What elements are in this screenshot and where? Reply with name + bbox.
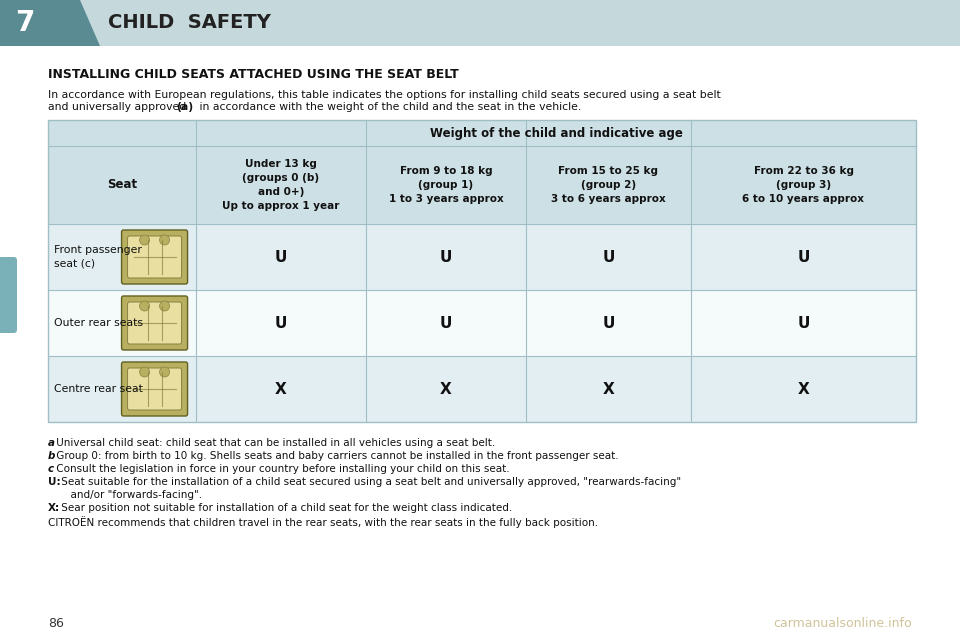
- Circle shape: [159, 301, 170, 311]
- FancyBboxPatch shape: [122, 362, 187, 416]
- FancyBboxPatch shape: [48, 120, 916, 422]
- Text: U: U: [602, 316, 614, 330]
- FancyBboxPatch shape: [48, 120, 196, 146]
- FancyBboxPatch shape: [0, 257, 17, 333]
- Text: Outer rear seats: Outer rear seats: [54, 318, 143, 328]
- Circle shape: [139, 367, 150, 377]
- FancyBboxPatch shape: [128, 236, 181, 278]
- FancyBboxPatch shape: [48, 356, 916, 422]
- Text: X: X: [276, 381, 287, 397]
- FancyBboxPatch shape: [48, 224, 916, 290]
- Text: Weight of the child and indicative age: Weight of the child and indicative age: [429, 127, 683, 140]
- FancyBboxPatch shape: [122, 230, 187, 284]
- FancyBboxPatch shape: [48, 146, 916, 224]
- Circle shape: [159, 235, 170, 245]
- Text: X:: X:: [48, 503, 60, 513]
- Circle shape: [139, 235, 150, 245]
- Text: From 9 to 18 kg
(group 1)
1 to 3 years approx: From 9 to 18 kg (group 1) 1 to 3 years a…: [389, 166, 503, 204]
- Text: c: c: [48, 464, 54, 474]
- Polygon shape: [50, 0, 100, 46]
- Text: (a): (a): [176, 102, 193, 112]
- Text: carmanualsonline.info: carmanualsonline.info: [774, 617, 912, 630]
- Text: X: X: [603, 381, 614, 397]
- Text: Seat suitable for the installation of a child seat secured using a seat belt and: Seat suitable for the installation of a …: [59, 477, 682, 487]
- Text: Centre rear seat: Centre rear seat: [54, 384, 143, 394]
- Text: and/or "forwards-facing".: and/or "forwards-facing".: [64, 490, 203, 500]
- Text: Seat: Seat: [107, 179, 137, 191]
- Text: U: U: [275, 250, 287, 264]
- Text: From 22 to 36 kg
(group 3)
6 to 10 years approx: From 22 to 36 kg (group 3) 6 to 10 years…: [742, 166, 865, 204]
- Circle shape: [139, 301, 150, 311]
- Text: a: a: [48, 438, 55, 448]
- Text: Group 0: from birth to 10 kg. Shells seats and baby carriers cannot be installed: Group 0: from birth to 10 kg. Shells sea…: [53, 451, 619, 461]
- Text: in accordance with the weight of the child and the seat in the vehicle.: in accordance with the weight of the chi…: [196, 102, 581, 112]
- Text: U: U: [798, 316, 809, 330]
- Text: Consult the legislation in force in your country before installing your child on: Consult the legislation in force in your…: [53, 464, 510, 474]
- FancyBboxPatch shape: [0, 0, 960, 46]
- Text: 86: 86: [48, 617, 64, 630]
- Text: Sear position not suitable for installation of a child seat for the weight class: Sear position not suitable for installat…: [59, 503, 513, 513]
- FancyBboxPatch shape: [128, 368, 181, 410]
- Text: CHILD  SAFETY: CHILD SAFETY: [108, 13, 271, 33]
- Text: X: X: [440, 381, 452, 397]
- Text: U: U: [602, 250, 614, 264]
- Text: Under 13 kg
(groups 0 (b)
and 0+)
Up to approx 1 year: Under 13 kg (groups 0 (b) and 0+) Up to …: [223, 159, 340, 211]
- Text: Front passenger
seat (c): Front passenger seat (c): [54, 245, 142, 269]
- FancyBboxPatch shape: [0, 0, 50, 46]
- Text: U:: U:: [48, 477, 60, 487]
- Text: In accordance with European regulations, this table indicates the options for in: In accordance with European regulations,…: [48, 90, 721, 100]
- Circle shape: [159, 367, 170, 377]
- FancyBboxPatch shape: [122, 296, 187, 350]
- Text: and universally approved: and universally approved: [48, 102, 190, 112]
- Text: U: U: [275, 316, 287, 330]
- Text: 7: 7: [15, 9, 35, 37]
- Text: Universal child seat: child seat that can be installed in all vehicles using a s: Universal child seat: child seat that ca…: [53, 438, 495, 448]
- FancyBboxPatch shape: [48, 290, 916, 356]
- Text: From 15 to 25 kg
(group 2)
3 to 6 years approx: From 15 to 25 kg (group 2) 3 to 6 years …: [551, 166, 666, 204]
- Text: CITROËN recommends that children travel in the rear seats, with the rear seats i: CITROËN recommends that children travel …: [48, 516, 598, 528]
- Text: U: U: [440, 316, 452, 330]
- Text: INSTALLING CHILD SEATS ATTACHED USING THE SEAT BELT: INSTALLING CHILD SEATS ATTACHED USING TH…: [48, 67, 459, 81]
- Text: X: X: [798, 381, 809, 397]
- FancyBboxPatch shape: [196, 120, 916, 146]
- FancyBboxPatch shape: [128, 302, 181, 344]
- Text: b: b: [48, 451, 56, 461]
- Text: U: U: [440, 250, 452, 264]
- Text: U: U: [798, 250, 809, 264]
